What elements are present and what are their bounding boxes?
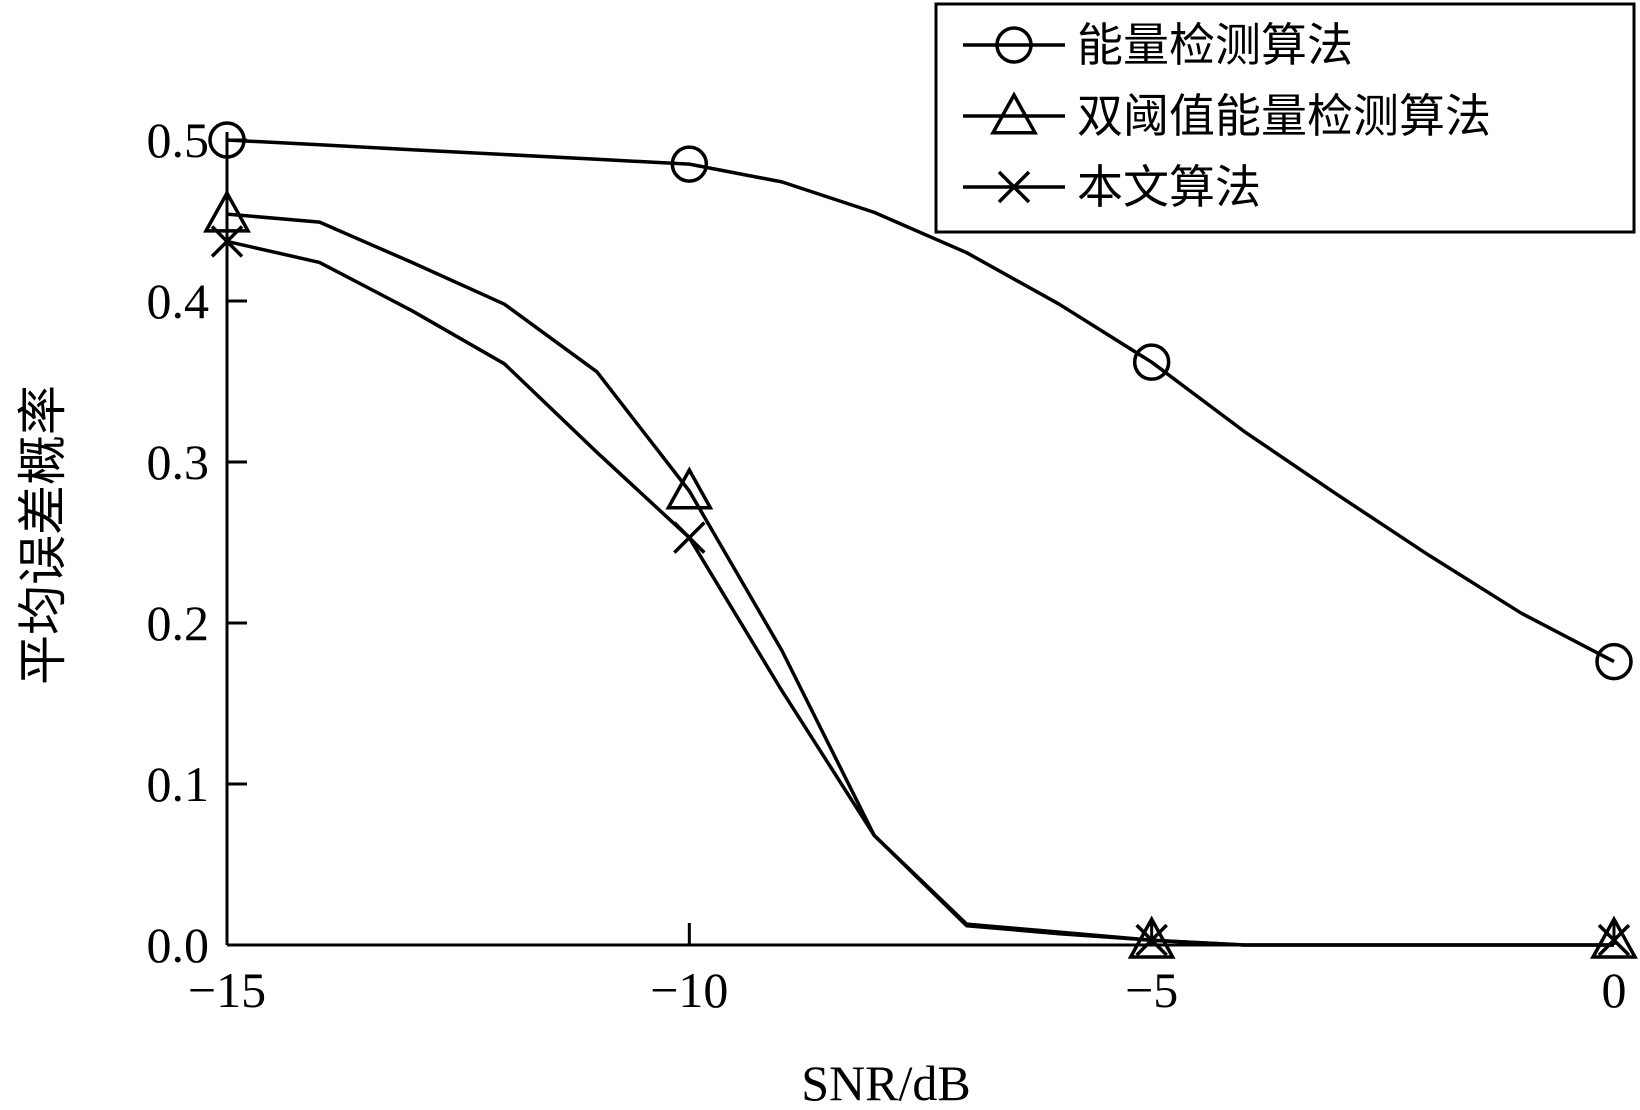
legend-label: 能量检测算法 [1077, 20, 1353, 71]
y-tick-label: 0.2 [147, 595, 210, 651]
series-markers [203, 121, 1638, 959]
triangle-marker [203, 189, 251, 233]
y-tick-label: 0.4 [147, 273, 210, 329]
y-axis-title: 平均误差概率 [15, 385, 71, 685]
legend-label: 本文算法 [1077, 162, 1261, 213]
x-tick-label: −10 [650, 962, 728, 1018]
y-tick-label: 0.0 [147, 917, 210, 973]
x-tick-label: −5 [1125, 962, 1178, 1018]
y-tick-label: 0.5 [147, 112, 210, 168]
x-tick-label: 0 [1602, 962, 1627, 1018]
triangle-marker [990, 91, 1038, 135]
series-line-cross [226, 239, 1614, 947]
legend-box [934, 2, 1636, 234]
y-tick-label: 0.1 [147, 756, 210, 812]
cross-marker [1135, 923, 1168, 957]
legend-label: 双阈值能量检测算法 [1077, 91, 1491, 142]
triangle-marker [665, 466, 714, 510]
circle-marker [1595, 642, 1633, 681]
cross-marker [673, 521, 706, 554]
triangle-marker [1127, 915, 1176, 959]
circle-marker [995, 26, 1033, 64]
y-tick-label: 0.3 [147, 434, 210, 490]
x-tick-label: −15 [188, 962, 266, 1018]
x-axis-title: SNR/dB [801, 1055, 971, 1110]
cross-marker [1597, 923, 1631, 957]
cross-marker [997, 170, 1031, 204]
triangle-marker [1590, 915, 1638, 959]
circle-marker [208, 121, 246, 159]
circle-marker [670, 145, 709, 183]
series-lines [226, 138, 1615, 947]
cross-marker [210, 225, 244, 258]
axes: −15 −10 −5 0 0.0 0.1 0.2 0.3 0.4 0.5 [147, 112, 1627, 1018]
circle-marker [1132, 343, 1171, 381]
series-line-circle [226, 138, 1615, 664]
